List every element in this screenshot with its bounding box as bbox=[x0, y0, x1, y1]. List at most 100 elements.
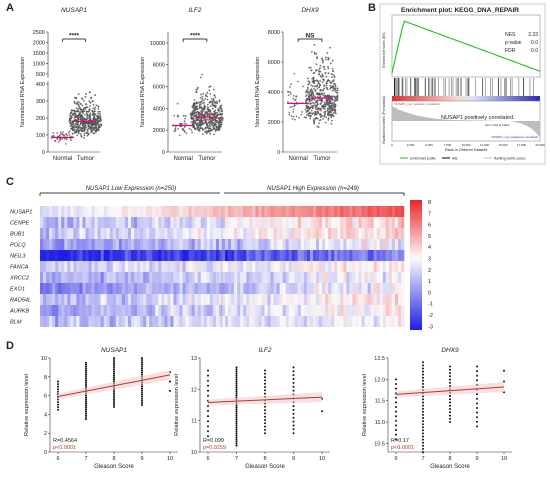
heatmap-cell bbox=[115, 316, 120, 327]
panel-a-data-point-0 bbox=[86, 134, 89, 137]
heatmap-cell bbox=[234, 294, 238, 305]
panel-a-data-point-0 bbox=[69, 114, 71, 116]
heatmap-cell bbox=[382, 250, 387, 261]
heatmap-cell bbox=[397, 217, 402, 228]
heatmap-cell bbox=[234, 217, 238, 228]
panel-d-data-point-0 bbox=[141, 397, 143, 400]
panel-a-data-point-2 bbox=[329, 87, 332, 90]
heatmap-cell bbox=[158, 305, 162, 316]
heatmap-cell bbox=[70, 283, 74, 294]
heatmap-cell bbox=[97, 316, 101, 327]
heatmap-cell bbox=[209, 250, 214, 261]
panel-d-data-point-1 bbox=[264, 386, 266, 388]
panel-d-data-point-0 bbox=[169, 380, 171, 383]
panel-a-data-point-2 bbox=[321, 104, 324, 107]
heatmap-cell bbox=[285, 228, 290, 239]
heatmap-cell bbox=[70, 217, 74, 228]
panel-a-data-point-0 bbox=[78, 124, 81, 127]
panel-a-data-point-2 bbox=[315, 63, 318, 66]
panel-c-letter: C bbox=[6, 176, 14, 188]
heatmap-cell bbox=[255, 206, 259, 217]
heatmap-cell bbox=[134, 206, 138, 217]
panel-d-ytick-label-0: 10 bbox=[41, 356, 47, 362]
panel-d-data-point-0 bbox=[85, 416, 87, 419]
heatmap-cell bbox=[79, 294, 83, 305]
heatmap-cell bbox=[67, 305, 71, 316]
heatmap-cell bbox=[206, 261, 211, 272]
heatmap-cell bbox=[300, 239, 305, 250]
panel-d-confidence-band-0 bbox=[58, 369, 170, 400]
heatmap-cell bbox=[49, 217, 53, 228]
heatmap-cell bbox=[188, 316, 192, 327]
heatmap-cell bbox=[355, 316, 359, 327]
heatmap-cell bbox=[394, 305, 399, 316]
heatmap-cell bbox=[382, 261, 387, 272]
panel-a-data-point-1 bbox=[213, 110, 216, 113]
heatmap-cell bbox=[176, 250, 180, 261]
heatmap-cell bbox=[294, 250, 299, 261]
heatmap-cell bbox=[212, 217, 217, 228]
heatmap-cell bbox=[82, 283, 86, 294]
panel-a-data-point-2 bbox=[324, 103, 326, 105]
heatmap-cell bbox=[67, 294, 71, 305]
panel-a-data-point-0 bbox=[74, 123, 77, 125]
panel-d-data-point-0 bbox=[141, 373, 143, 376]
panel-a-data-point-2 bbox=[311, 77, 314, 80]
heatmap-cell bbox=[261, 239, 265, 250]
panel-d-data-point-1 bbox=[292, 432, 295, 435]
panel-a-data-point-0 bbox=[82, 119, 85, 122]
heatmap-cell bbox=[240, 294, 244, 305]
heatmap-cell bbox=[306, 239, 311, 250]
heatmap-cell bbox=[364, 261, 368, 272]
panel-a-data-point-1 bbox=[202, 117, 205, 120]
heatmap-cell bbox=[273, 217, 277, 228]
heatmap-cell bbox=[40, 272, 44, 283]
heatmap-cell bbox=[149, 239, 153, 250]
panel-a-data-point-1 bbox=[195, 113, 198, 116]
panel-a-data-point-2 bbox=[293, 103, 296, 106]
panel-d-data-point-1 bbox=[235, 428, 238, 431]
panel-a-data-point-0 bbox=[76, 102, 79, 105]
heatmap-cell bbox=[152, 228, 156, 239]
panel-d-data-point-2 bbox=[449, 398, 451, 401]
colorbar-tick-label: -2 bbox=[428, 313, 433, 319]
panel-d-trend-line-0 bbox=[57, 374, 171, 398]
heatmap-cell bbox=[61, 305, 65, 316]
heatmap-cell bbox=[170, 239, 174, 250]
heatmap-cell bbox=[103, 283, 108, 294]
heatmap-cell bbox=[373, 261, 377, 272]
panel-d-data-point-1 bbox=[207, 420, 209, 423]
panel-a-data-point-2 bbox=[323, 87, 326, 90]
panel-d-data-point-1 bbox=[264, 369, 266, 372]
panel-d-data-point-1 bbox=[264, 428, 266, 431]
panel-a-data-point-0 bbox=[85, 93, 87, 96]
heatmap-cell bbox=[131, 250, 135, 261]
heatmap-cell bbox=[137, 272, 141, 283]
heatmap-cell bbox=[43, 239, 47, 250]
heatmap-cell bbox=[358, 228, 362, 239]
heatmap-cell bbox=[249, 272, 253, 283]
heatmap-cell bbox=[209, 206, 214, 217]
panel-a-data-point-1 bbox=[221, 112, 224, 115]
panel-d-data-point-1 bbox=[207, 410, 209, 412]
panel-a-data-point-1 bbox=[206, 91, 209, 94]
heatmap-cell bbox=[76, 239, 80, 250]
panel-a-data-point-0 bbox=[79, 118, 82, 121]
panel-d-data-point-0 bbox=[85, 361, 87, 364]
panel-d-data-point-0 bbox=[85, 383, 87, 386]
panel-a-data-point-0 bbox=[97, 123, 100, 126]
panel-a-data-point-2 bbox=[324, 108, 326, 110]
panel-a-data-point-0 bbox=[73, 115, 76, 117]
heatmap-cell bbox=[279, 228, 283, 239]
heatmap-cell bbox=[100, 250, 104, 261]
panel-d-data-point-0 bbox=[141, 361, 143, 364]
heatmap-cell bbox=[258, 217, 262, 228]
panel-a-data-point-2 bbox=[326, 87, 328, 90]
panel-a-data-point-2 bbox=[329, 46, 331, 49]
panel-a-data-point-0 bbox=[71, 121, 73, 123]
panel-d-data-point-0 bbox=[141, 359, 143, 361]
panel-a-data-point-0 bbox=[88, 109, 91, 111]
heatmap-cell bbox=[191, 316, 195, 327]
heatmap-cell bbox=[367, 294, 371, 305]
panel-a-data-point-0 bbox=[89, 112, 92, 115]
